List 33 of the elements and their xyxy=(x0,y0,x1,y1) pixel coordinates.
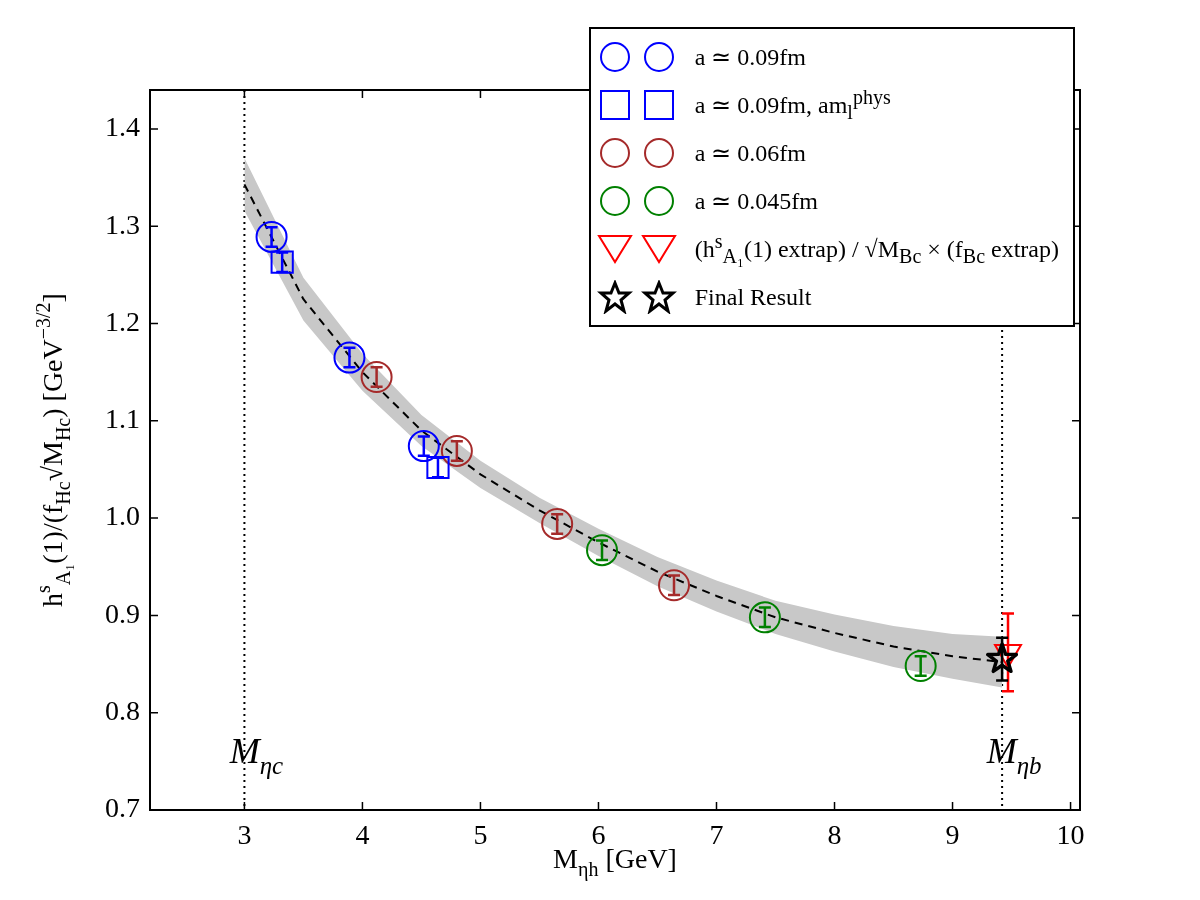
y-tick-label: 0.7 xyxy=(105,792,140,824)
x-tick-label: 10 xyxy=(1056,819,1085,851)
x-tick-label: 6 xyxy=(591,819,606,851)
y-tick-label: 1.0 xyxy=(105,500,140,532)
x-tick-label: 7 xyxy=(709,819,724,851)
legend-label: a ≃ 0.09fm xyxy=(694,43,807,71)
point xyxy=(407,430,440,463)
y-tick-label: 1.2 xyxy=(105,305,140,337)
y-tick-label: 0.9 xyxy=(105,597,140,629)
point xyxy=(586,534,619,567)
x-tick-label: 9 xyxy=(945,819,960,851)
legend-label: a ≃ 0.045fm xyxy=(694,187,819,215)
text: hsA₁(1)/(fHc√MHc) [GeV−3/2] xyxy=(32,293,75,607)
point xyxy=(748,601,781,634)
x-tick-label: 5 xyxy=(473,819,488,851)
y-tick-label: 1.4 xyxy=(105,111,140,143)
x-tick-label: 3 xyxy=(237,819,252,851)
point xyxy=(440,434,473,467)
x-tick-label: 4 xyxy=(355,819,370,851)
point xyxy=(333,341,366,374)
point xyxy=(255,220,288,253)
legend-label: Final Result xyxy=(694,283,812,311)
y-tick-label: 1.3 xyxy=(105,208,140,240)
legend-label: a ≃ 0.06fm xyxy=(694,139,807,167)
x-tick-label: 8 xyxy=(827,819,842,851)
point xyxy=(541,507,574,540)
point xyxy=(904,650,937,682)
y-tick-label: 1.1 xyxy=(105,403,140,435)
y-tick-label: 0.8 xyxy=(105,695,140,727)
point xyxy=(360,361,393,394)
point xyxy=(986,642,1019,674)
point xyxy=(658,569,691,602)
legend-label: (h$^{s}$$_{A₁}$(1) extrap) / √M$_{Bc}$ × (f$_{Bc}$ extrap) xyxy=(694,230,1059,268)
